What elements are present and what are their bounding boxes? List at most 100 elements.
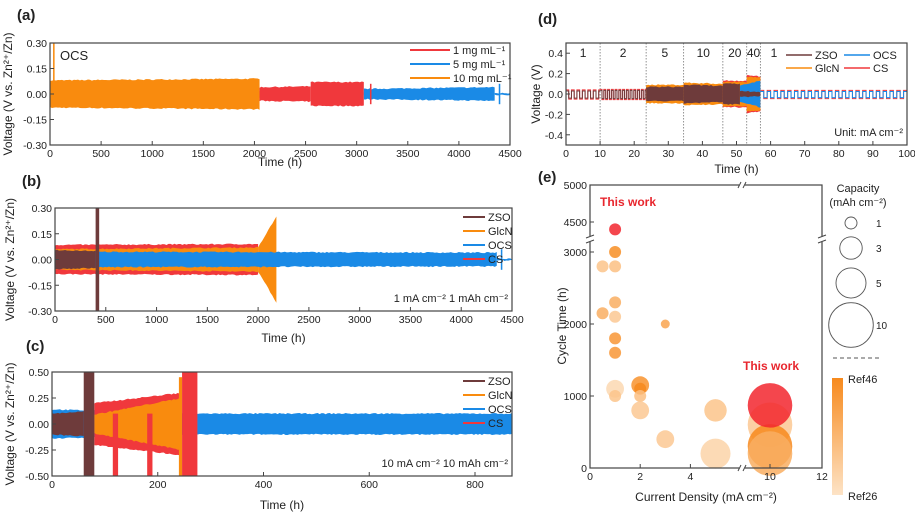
reference-point	[747, 431, 793, 476]
reference-point	[656, 430, 675, 449]
y-tick-label: -0.2	[545, 109, 563, 121]
series-band-5-mg-ml-	[363, 86, 495, 102]
y-tick-label: 0.30	[32, 203, 53, 215]
size-legend-label: 10	[876, 321, 888, 332]
series-band-zso	[55, 249, 96, 270]
y-tick-label: 0	[581, 463, 587, 475]
reference-point	[609, 246, 622, 258]
y-axis-break	[586, 236, 594, 242]
legend-label: 10 mg mL⁻¹	[453, 73, 512, 85]
x-tick-label: 40	[697, 148, 709, 160]
legend-label: GlcN	[815, 63, 840, 75]
legend-item: ZSO	[463, 376, 511, 388]
reference-point	[634, 390, 647, 402]
reference-point	[631, 401, 650, 420]
voltage-spike	[112, 413, 119, 476]
rate-label: 40	[747, 46, 761, 60]
y-axis-break	[818, 236, 826, 242]
plot-area	[55, 208, 512, 311]
annotation: 10 mA cm⁻² 10 mAh cm⁻²	[381, 458, 508, 470]
series-band-10-mg-ml-	[50, 78, 260, 110]
x-tick-label: 600	[360, 479, 378, 491]
legend-item: OCS	[463, 240, 512, 252]
legend-item: ZSO	[463, 212, 511, 224]
color-scale-top-label: Ref46	[848, 374, 877, 386]
y-tick-label: -0.4	[545, 130, 563, 142]
x-tick-label: 4	[687, 471, 693, 483]
voltage-spike	[498, 83, 501, 105]
x-tick-label: 3000	[348, 314, 372, 326]
x-tick-label: 4000	[450, 314, 474, 326]
legend-label: CS	[488, 418, 503, 430]
x-tick-label: 0	[563, 148, 569, 160]
rate-label: 20	[728, 46, 742, 60]
x-tick-label: 400	[255, 479, 273, 491]
legend-item: OCS	[844, 50, 897, 62]
this-work-label: This work	[743, 359, 799, 373]
y-tick-label: 0.00	[32, 255, 53, 267]
size-legend-title: Capacity	[837, 183, 880, 195]
size-legend-circle	[828, 302, 874, 348]
x-tick-label: 1000	[141, 148, 165, 160]
legend-label: ZSO	[488, 212, 511, 224]
x-tick-label: 30	[662, 148, 674, 160]
legend-item: GlcN	[463, 390, 513, 402]
x-tick-label: 20	[628, 148, 640, 160]
voltage-spike	[178, 377, 183, 476]
panel-label-a: (a)	[17, 7, 35, 24]
series-band-5-mg-ml-	[494, 92, 510, 96]
x-tick-label: 12	[816, 471, 828, 483]
chart-panel-c: 0 200 400 600 800 -0.50 -0.25 0.00 0.25 0.50 Time …	[3, 362, 513, 512]
x-tick-label: 100	[898, 148, 915, 160]
this-work-point	[609, 223, 622, 236]
y-tick-label: -0.50	[25, 471, 49, 483]
series-band-zso	[683, 84, 723, 104]
x-tick-label: 60	[765, 148, 777, 160]
x-tick-label: 200	[149, 479, 167, 491]
panel-label-e: (e)	[538, 169, 556, 186]
plot-frame	[589, 184, 823, 469]
x-tick-label: 500	[92, 148, 110, 160]
y-tick-label: 0.15	[32, 229, 53, 241]
x-tick-label: 2	[637, 471, 643, 483]
x-tick-label: 1000	[145, 314, 169, 326]
chart-panel-a: 0 500 1000 1500 2000 2500 3000 3500 4000 4500 -0.3…	[1, 32, 522, 169]
plot-area	[52, 372, 512, 476]
y-tick-label: 2000	[564, 319, 588, 331]
x-tick-label: 0	[47, 148, 53, 160]
x-tick-label: 2500	[297, 314, 321, 326]
this-work-label: This work	[600, 195, 656, 209]
size-legend-circle	[839, 236, 863, 260]
series-band-ocs	[496, 258, 512, 261]
y-axis-title: Cycle Time (h)	[555, 287, 569, 364]
series-band-ocs	[55, 251, 497, 268]
voltage-spike	[83, 372, 95, 476]
series-line-cs	[566, 89, 601, 100]
reference-point	[609, 310, 622, 323]
legend-label: GlcN	[488, 390, 513, 402]
x-tick-label: 1500	[196, 314, 220, 326]
x-tick-label: 3500	[399, 314, 423, 326]
y-axis-title: Voltage (V vs. Zn²⁺/Zn)	[3, 362, 17, 485]
y-axis-title: Voltage (V)	[529, 64, 543, 123]
x-tick-label: 10	[764, 471, 776, 483]
series-band-ocs	[197, 412, 512, 436]
x-tick-label: 1500	[192, 148, 216, 160]
legend-label: ZSO	[815, 50, 838, 62]
reference-point	[609, 332, 622, 345]
legend-label: 5 mg mL⁻¹	[453, 59, 506, 71]
x-tick-label: 2000	[246, 314, 270, 326]
legend-label: CS	[873, 63, 888, 75]
legend-item: 5 mg mL⁻¹	[410, 59, 506, 71]
annotation: 1 mA cm⁻² 1 mAh cm⁻²	[394, 293, 509, 305]
y-tick-label: 0.25	[29, 393, 50, 405]
x-tick-label: 90	[867, 148, 879, 160]
reference-point	[596, 307, 609, 320]
rate-label: 5	[662, 46, 669, 60]
x-tick-label: 0	[52, 314, 58, 326]
legend-item: CS	[463, 254, 503, 266]
x-axis-break	[739, 181, 745, 189]
y-tick-label: -0.30	[23, 140, 47, 152]
y-tick-label: 0.30	[27, 38, 48, 50]
